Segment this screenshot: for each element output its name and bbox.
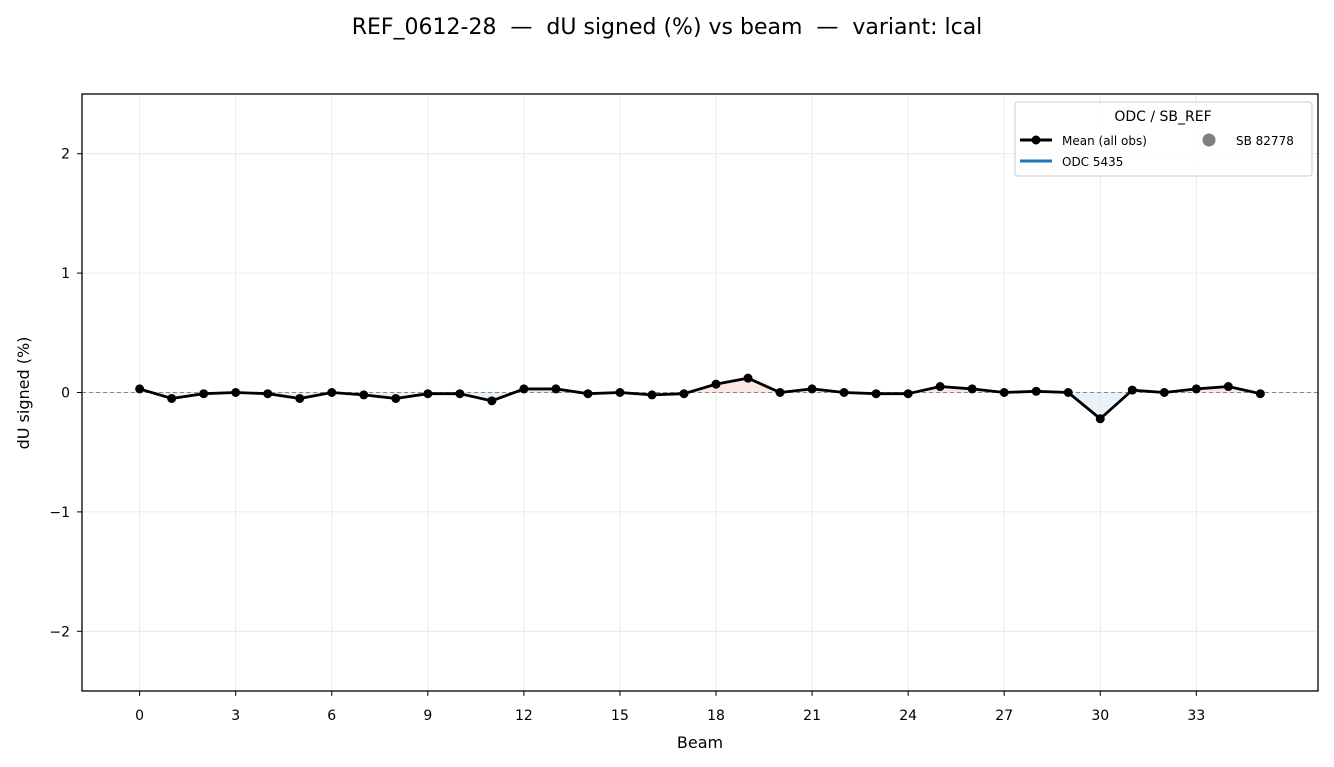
chart-title: REF_0612-28 — dU signed (%) vs beam — va… [352, 15, 983, 40]
legend-entry-mean: Mean (all obs) [1062, 134, 1147, 148]
x-tick-label: 24 [899, 708, 917, 724]
data-point [903, 389, 913, 399]
data-point [231, 388, 241, 397]
legend-title: ODC / SB_REF [1114, 109, 1211, 125]
legend-mean-swatch-dot [1031, 135, 1041, 145]
data-point [743, 373, 753, 383]
data-point [455, 389, 465, 399]
series-layer [135, 373, 1265, 424]
data-point [871, 389, 881, 399]
x-tick-label: 12 [515, 708, 533, 724]
data-point [1127, 385, 1137, 395]
data-point [999, 388, 1009, 397]
data-point [1063, 388, 1073, 397]
data-point [1031, 386, 1041, 396]
data-point [1095, 414, 1105, 424]
x-tick-label: 27 [995, 708, 1013, 724]
data-point [583, 389, 593, 399]
data-point [775, 388, 785, 397]
data-point [167, 393, 177, 403]
x-tick-label: 9 [423, 708, 432, 724]
data-point [327, 388, 337, 397]
x-tick-label: 33 [1187, 708, 1205, 724]
y-tick-label: 1 [61, 266, 70, 282]
legend-entry-sb: SB 82778 [1236, 134, 1294, 148]
data-point [519, 384, 529, 394]
data-point [967, 384, 977, 394]
data-point [935, 382, 945, 392]
data-point [263, 389, 273, 399]
x-axis: 0 3 6 9 12 15 18 21 24 27 30 33 [135, 691, 1205, 724]
y-tick-label: −2 [49, 624, 70, 640]
x-tick-label: 15 [611, 708, 629, 724]
data-point [679, 389, 689, 399]
data-point [551, 384, 561, 394]
data-point [391, 393, 401, 403]
data-point [647, 390, 657, 400]
legend-box [1014, 101, 1313, 177]
data-point [1191, 384, 1201, 394]
data-point [487, 396, 497, 406]
y-tick-label: −1 [49, 505, 70, 521]
x-tick-label: 0 [135, 708, 144, 724]
data-point [295, 393, 305, 403]
x-tick-label: 18 [707, 708, 725, 724]
data-point [135, 384, 145, 394]
x-tick-label: 30 [1091, 708, 1109, 724]
data-point [359, 390, 369, 400]
y-axis: −2 −1 0 1 2 [49, 147, 82, 640]
data-point [807, 384, 817, 394]
y-tick-label: 2 [61, 147, 70, 163]
legend-sb-swatch-dot [1202, 133, 1216, 147]
x-tick-label: 3 [231, 708, 240, 724]
data-point [1159, 388, 1169, 397]
data-point [199, 389, 209, 399]
y-tick-label: 0 [61, 386, 70, 402]
data-point [711, 379, 721, 389]
x-tick-label: 6 [327, 708, 336, 724]
x-tick-label: 21 [803, 708, 821, 724]
x-axis-label: Beam [677, 733, 723, 752]
legend: ODC / SB_REF Mean (all obs) ODC 5435 SB … [1014, 101, 1313, 177]
deviation-band [716, 378, 749, 393]
y-axis-label: dU signed (%) [14, 337, 33, 450]
data-point [423, 389, 433, 399]
legend-entry-odc: ODC 5435 [1062, 155, 1123, 169]
data-point [1223, 382, 1233, 392]
series-line-mean [139, 376, 1261, 421]
data-point [615, 388, 625, 397]
data-point [1255, 389, 1265, 399]
data-point [839, 388, 849, 397]
